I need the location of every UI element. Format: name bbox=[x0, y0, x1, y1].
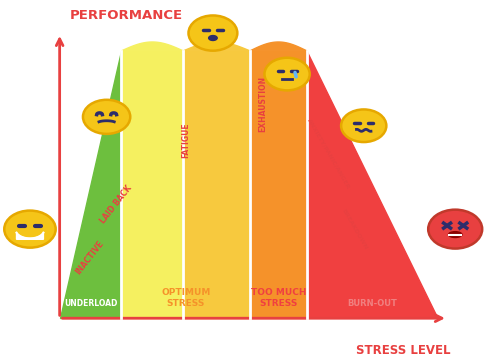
Circle shape bbox=[428, 210, 482, 249]
Text: ANXIETY/PANIC/ANGER: ANXIETY/PANIC/ANGER bbox=[307, 118, 352, 190]
Ellipse shape bbox=[448, 232, 462, 237]
Text: UNDERLOAD: UNDERLOAD bbox=[64, 299, 117, 308]
Text: LAID BACK: LAID BACK bbox=[99, 184, 134, 225]
Polygon shape bbox=[250, 51, 307, 318]
Text: STRESS LEVEL: STRESS LEVEL bbox=[356, 344, 450, 357]
Text: PERFORMANCE: PERFORMANCE bbox=[70, 9, 183, 22]
Polygon shape bbox=[250, 42, 307, 51]
Circle shape bbox=[83, 100, 130, 134]
Polygon shape bbox=[122, 42, 183, 51]
Polygon shape bbox=[122, 51, 183, 318]
Text: OPTIMUM
STRESS: OPTIMUM STRESS bbox=[161, 288, 210, 308]
Polygon shape bbox=[16, 233, 44, 239]
Polygon shape bbox=[183, 51, 250, 318]
Text: FATIGUE: FATIGUE bbox=[181, 122, 190, 158]
Text: EXHAUSTION: EXHAUSTION bbox=[258, 76, 267, 132]
Circle shape bbox=[4, 211, 56, 248]
Polygon shape bbox=[60, 51, 122, 318]
Polygon shape bbox=[307, 51, 438, 318]
Circle shape bbox=[188, 16, 238, 51]
Circle shape bbox=[341, 109, 386, 142]
Circle shape bbox=[264, 58, 310, 90]
Text: BREAKDOWN: BREAKDOWN bbox=[340, 208, 367, 251]
Text: TOO MUCH
STRESS: TOO MUCH STRESS bbox=[250, 288, 306, 308]
Text: BURN-OUT: BURN-OUT bbox=[348, 299, 398, 308]
Ellipse shape bbox=[208, 35, 217, 41]
Text: INACTIVE: INACTIVE bbox=[74, 239, 105, 276]
Polygon shape bbox=[183, 42, 250, 51]
